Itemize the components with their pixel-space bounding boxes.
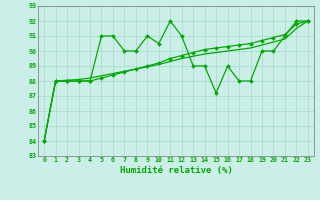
X-axis label: Humidité relative (%): Humidité relative (%) [120,166,232,175]
